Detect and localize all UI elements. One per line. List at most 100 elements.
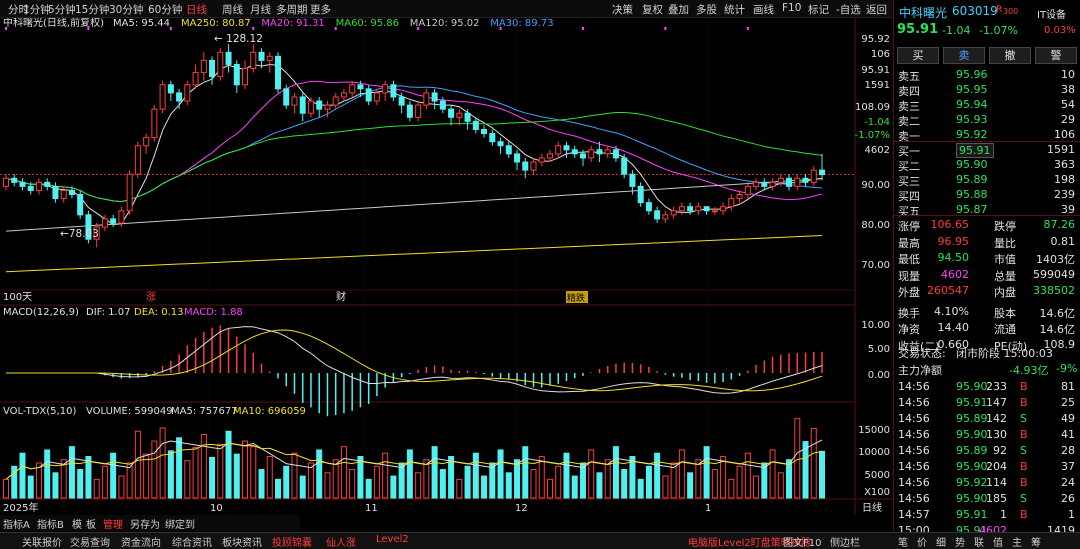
indicator-tab-4[interactable]: 管理	[103, 520, 123, 531]
bid-row-1[interactable]: 买一 95.91 1591	[894, 143, 1080, 158]
tick-row: 14:56 95.90 130 B 41	[894, 428, 1080, 443]
ask-row-5[interactable]: 卖一 95.92 106	[894, 128, 1080, 143]
vol-ma5: MA5: 757677	[171, 406, 238, 417]
period-tab-9[interactable]: 多周期	[276, 4, 308, 16]
bid-row-3[interactable]: 买三 95.89 198	[894, 173, 1080, 188]
candle-body	[192, 72, 199, 86]
tool-0[interactable]: 决策	[612, 4, 633, 16]
tool-4[interactable]: 统计	[724, 4, 745, 16]
trade-status: 交易状态: 闭市阶段 15:00:03	[898, 347, 1053, 360]
candle-body	[283, 88, 290, 106]
ask-row-3[interactable]: 卖三 95.94 54	[894, 98, 1080, 113]
indicator-tab-6[interactable]: 绑定到	[165, 520, 195, 531]
tick-price: 95.89	[956, 444, 988, 457]
period-tab-4[interactable]: 30分钟	[109, 4, 144, 16]
indicator-tab-5[interactable]: 另存为	[130, 520, 160, 531]
bottom-item-5[interactable]: 投顾锦囊	[272, 538, 312, 549]
tick-volume: 185	[986, 492, 1007, 505]
macd-tick-2: 0.00	[868, 370, 890, 381]
indicator-tab-0[interactable]: 指标A	[3, 520, 30, 531]
bottom-item-0[interactable]: 关联报价	[22, 538, 62, 549]
alert-button[interactable]: 警	[1035, 47, 1077, 64]
bottom-item-10[interactable]: 侧边栏	[830, 538, 860, 549]
bottom-item-6[interactable]: 仙人涨	[326, 538, 356, 549]
volume-bar	[93, 478, 100, 499]
period-tab-5[interactable]: 60分钟	[148, 4, 183, 16]
bottom-item-12[interactable]: 价	[917, 538, 927, 549]
tick-price: 95.90	[956, 460, 988, 473]
bottom-item-1[interactable]: 交易查询	[70, 538, 110, 549]
tool-2[interactable]: 叠加	[668, 4, 689, 16]
volume-bar	[291, 452, 298, 499]
tool-8[interactable]: -自选	[836, 4, 861, 16]
tick-time: 14:56	[898, 460, 930, 473]
period-tab-1[interactable]: 1分钟	[23, 4, 51, 16]
main-flow[interactable]: 主力净额 -4.93亿 -9%	[898, 362, 1078, 377]
candle-body	[209, 59, 216, 78]
bottom-item-17[interactable]: 主	[1012, 538, 1022, 549]
cancel-order-button[interactable]: 撤	[989, 47, 1031, 64]
bottom-item-2[interactable]: 资金流向	[121, 538, 161, 549]
ma-label-4: MA120: 95.02	[410, 18, 480, 29]
tool-9[interactable]: 返回	[866, 4, 887, 16]
tool-1[interactable]: 复权	[642, 4, 663, 16]
bid-row-2[interactable]: 买二 95.90 363	[894, 158, 1080, 173]
bottom-item-7[interactable]: Level2	[376, 534, 409, 545]
volume-bar	[489, 462, 496, 499]
bottom-item-14[interactable]: 势	[955, 538, 965, 549]
period-tab-0[interactable]: 分时	[8, 4, 29, 16]
volume-bar	[316, 449, 323, 499]
bottom-item-4[interactable]: 板块资讯	[222, 538, 262, 549]
candle-body	[316, 100, 323, 110]
ask-row-4[interactable]: 卖二 95.93 29	[894, 113, 1080, 128]
indicator-tab-2[interactable]: 模	[72, 520, 82, 531]
bottom-item-13[interactable]: 细	[936, 538, 946, 549]
tick-time: 14:56	[898, 412, 930, 425]
tool-7[interactable]: 标记	[808, 4, 829, 16]
indicator-tab-3[interactable]: 板	[86, 520, 96, 531]
volume-bar	[324, 472, 331, 499]
bid-row-5[interactable]: 买五 95.87 39	[894, 203, 1080, 218]
period-tab-3[interactable]: 15分钟	[75, 4, 110, 16]
price-row: 95.91 -1.04 -1.07% 0.03%	[894, 22, 1080, 40]
kline-chart-area[interactable]: ← 128.12 ←78.03 中科曙光(日线,前复权) MA5: 95.44 MA25…	[0, 18, 893, 515]
candle-body	[101, 218, 108, 228]
bid-label: 买五	[898, 205, 920, 218]
volume-bar	[406, 449, 413, 499]
bottom-item-16[interactable]: 值	[993, 538, 1003, 549]
period-tab-2[interactable]: 5分钟	[48, 4, 76, 16]
volume-bar	[761, 462, 768, 499]
candle-body	[621, 157, 628, 175]
ask-label: 卖四	[898, 85, 920, 98]
stat-value-b: 1403亿	[1036, 253, 1075, 266]
tool-6[interactable]: F10	[782, 2, 802, 14]
period-tab-6[interactable]: 日线	[186, 4, 207, 16]
period-tab-10[interactable]: 更多	[310, 4, 331, 16]
volume-bar	[720, 455, 727, 499]
bottom-item-15[interactable]: 联	[974, 538, 984, 549]
bottom-bar: 关联报价 交易查询 资金流向 综合资讯 板块资讯 投顾锦囊 仙人涨 Level2 电脑版Leve…	[0, 532, 1080, 549]
tool-5[interactable]: 画线	[753, 4, 774, 16]
ask-row-1[interactable]: 卖五 95.96 10	[894, 68, 1080, 83]
bid-row-4[interactable]: 买四 95.88 239	[894, 188, 1080, 203]
sector-label[interactable]: IT设备	[1037, 10, 1067, 21]
bottom-item-8[interactable]: 电脑版Level2盯盘策略神器	[688, 538, 811, 549]
bottom-item-18[interactable]: 筹	[1031, 538, 1041, 549]
ask-label: 卖二	[898, 115, 920, 128]
buy-button[interactable]: 买	[897, 47, 939, 64]
bottom-item-3[interactable]: 综合资讯	[172, 538, 212, 549]
candle-body	[794, 177, 801, 187]
candle-body	[27, 185, 34, 191]
vol-ma10-line	[5, 442, 823, 480]
marker-2: 精跌	[567, 292, 585, 304]
tool-3[interactable]: 多股	[696, 4, 717, 16]
bottom-item-11[interactable]: 笔	[898, 538, 908, 549]
period-tab-7[interactable]: 周线	[222, 4, 243, 16]
period-tab-8[interactable]: 月线	[250, 4, 271, 16]
candle-body	[489, 133, 496, 143]
bottom-item-9[interactable]: 图文F10	[783, 538, 822, 549]
indicator-tab-1[interactable]: 指标B	[37, 520, 64, 531]
ask-row-2[interactable]: 卖四 95.95 38	[894, 83, 1080, 98]
volume-bar	[604, 459, 611, 499]
sell-button[interactable]: 卖	[943, 47, 985, 64]
